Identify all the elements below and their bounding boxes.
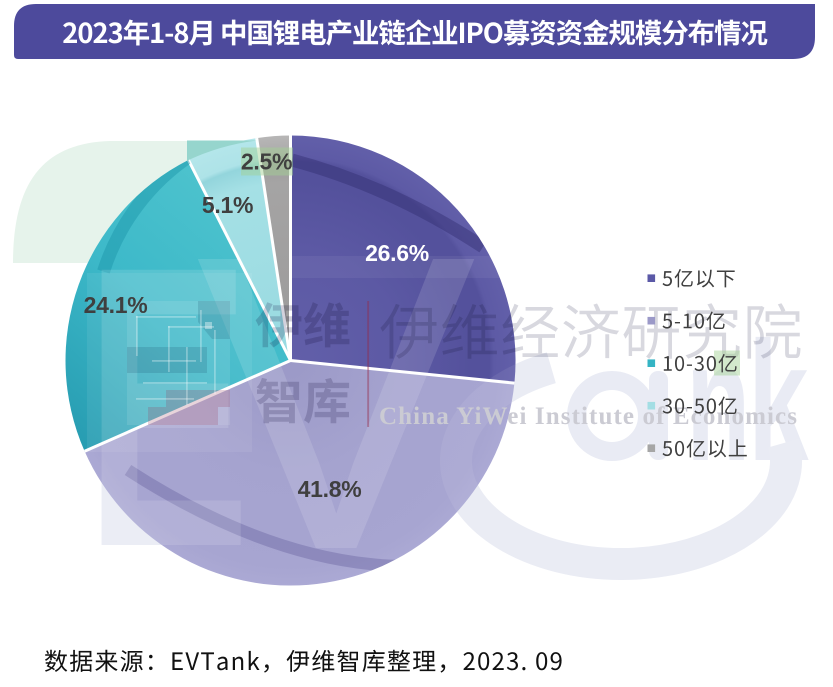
svg-text:24.1%: 24.1% — [84, 292, 148, 318]
svg-text:26.6%: 26.6% — [365, 240, 429, 266]
svg-text:41.8%: 41.8% — [298, 476, 362, 502]
svg-text:E: E — [85, 183, 250, 630]
svg-text:2.5%: 2.5% — [241, 149, 292, 175]
svg-text:China YiWei Institute of Econo: China YiWei Institute of Economics — [379, 403, 797, 430]
svg-text:5.1%: 5.1% — [202, 192, 253, 218]
